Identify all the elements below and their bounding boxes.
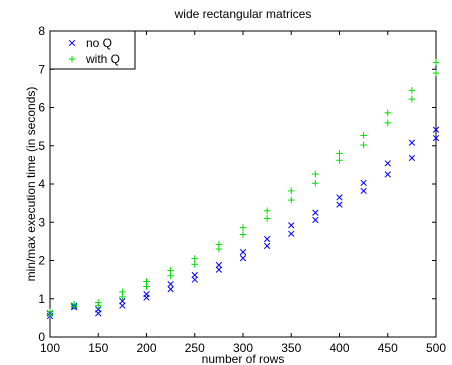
- data-point-no-q: [432, 126, 440, 133]
- x-tick-label: 400: [329, 341, 349, 355]
- data-point-no-q: [263, 242, 271, 250]
- data-point-with-q: [432, 59, 440, 66]
- data-point-with-q: [360, 132, 367, 139]
- chart-title: wide rectangular matrices: [174, 7, 312, 21]
- data-point-no-q: [408, 139, 416, 146]
- data-point-with-q: [336, 156, 343, 164]
- data-point-no-q: [143, 291, 150, 298]
- data-point-no-q: [360, 179, 367, 187]
- legend-symbol-no-q: [68, 39, 76, 47]
- data-point-with-q: [408, 86, 416, 94]
- legend-marker-no-q: [68, 39, 76, 47]
- data-point-no-q: [191, 271, 198, 279]
- data-point-with-q: [408, 95, 416, 103]
- data-point-no-q: [239, 255, 247, 262]
- legend-marker-with-q: [68, 55, 76, 63]
- data-point-with-q: [239, 231, 247, 238]
- data-point-with-q: [70, 300, 78, 308]
- data-point-with-q: [336, 150, 343, 157]
- plot-area: [49, 30, 437, 338]
- legend: no Q with Q: [49, 30, 136, 70]
- data-point-with-q: [384, 109, 392, 117]
- data-point-no-q: [312, 216, 319, 224]
- x-tick-label: 100: [40, 341, 60, 355]
- legend-label-with-q: with Q: [85, 52, 120, 66]
- legend-box: [49, 30, 136, 70]
- y-tick-label: 5: [38, 139, 45, 153]
- y-tick-label: 3: [38, 215, 45, 229]
- data-point-with-q: [312, 170, 319, 178]
- data-point-with-q: [167, 267, 174, 274]
- data-point-no-q: [336, 194, 343, 201]
- data-point-no-q: [239, 248, 247, 256]
- data-point-no-q: [215, 261, 223, 269]
- x-tick-label: 150: [88, 341, 108, 355]
- data-point-no-q: [288, 222, 295, 229]
- data-point-no-q: [312, 209, 319, 216]
- data-point-no-q: [167, 286, 174, 293]
- data-point-with-q: [94, 299, 102, 306]
- y-tick-label: 2: [38, 254, 45, 268]
- data-point-no-q: [167, 281, 174, 288]
- data-point-no-q: [384, 171, 391, 178]
- x-axis-label: number of rows: [202, 352, 285, 365]
- data-point-with-q: [432, 69, 440, 77]
- data-point-with-q: [191, 255, 199, 262]
- legend-symbol-with-q: [68, 55, 76, 63]
- y-tick-label: 6: [38, 101, 45, 115]
- data-point-no-q: [432, 134, 440, 142]
- data-point-with-q: [239, 224, 247, 231]
- data-point-no-q: [191, 276, 198, 283]
- data-point-with-q: [312, 179, 319, 187]
- data-point-no-q: [95, 306, 102, 313]
- data-point-no-q: [263, 235, 271, 243]
- data-point-with-q: [263, 207, 271, 215]
- data-point-with-q: [287, 196, 295, 204]
- y-tick-label: 7: [38, 62, 45, 76]
- x-tick-label: 350: [281, 341, 301, 355]
- x-tick-label: 200: [136, 341, 156, 355]
- data-point-no-q: [408, 154, 416, 162]
- data-point-with-q: [215, 241, 223, 248]
- y-tick-label: 4: [38, 177, 45, 191]
- data-point-no-q: [288, 230, 295, 237]
- data-point-no-q: [119, 302, 126, 309]
- data-point-with-q: [119, 288, 126, 296]
- legend-label-no-q: no Q: [86, 36, 112, 50]
- data-point-no-q: [119, 297, 126, 305]
- x-tick-labels: 100 150 200 250 300 350 400 450 500: [40, 341, 446, 355]
- data-point-with-q: [287, 187, 295, 195]
- data-point-with-q: [263, 215, 271, 222]
- y-tick-label: 0: [38, 330, 45, 344]
- data-point-no-q: [215, 266, 223, 273]
- data-point-with-q: [46, 308, 54, 316]
- data-points: [46, 59, 440, 320]
- y-tick-labels: 0 1 2 3 4 5 6 7 8: [38, 24, 45, 344]
- y-tick-label: 8: [38, 24, 45, 38]
- y-axis-label: min/max execution time (in seconds): [24, 87, 38, 282]
- axis-ticks: [49, 30, 437, 338]
- x-tick-label: 250: [185, 341, 205, 355]
- data-point-with-q: [191, 261, 199, 268]
- x-tick-label: 500: [426, 341, 446, 355]
- data-point-with-q: [143, 278, 150, 285]
- data-point-with-q: [360, 141, 367, 149]
- data-point-with-q: [384, 119, 392, 127]
- y-tick-label: 1: [38, 292, 45, 306]
- data-point-no-q: [384, 160, 391, 167]
- data-point-no-q: [360, 187, 367, 195]
- x-tick-label: 300: [233, 341, 253, 355]
- x-tick-label: 450: [378, 341, 398, 355]
- data-point-no-q: [336, 201, 343, 208]
